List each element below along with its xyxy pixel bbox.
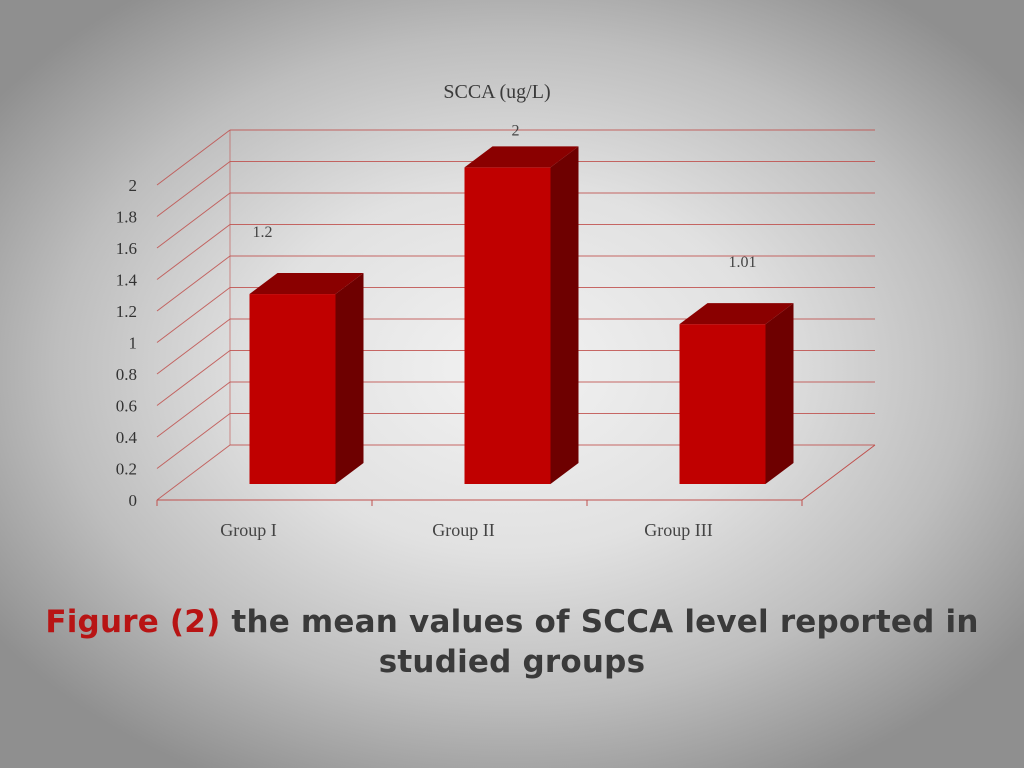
- data-label: 1.01: [729, 254, 757, 271]
- bar-side: [550, 146, 579, 485]
- data-label: 1.2: [253, 224, 273, 241]
- gridline-diagonal: [156, 287, 231, 343]
- y-axis-ticks: 0 0.2 0.4 0.6 0.8 1 1.2 1.4 1.6 1.8 2: [116, 176, 138, 510]
- y-tick-label: 0.6: [116, 397, 137, 416]
- bar: [464, 167, 551, 485]
- figure-reference: Figure (2): [45, 604, 221, 640]
- gridline-diagonal: [156, 224, 231, 280]
- y-tick-label: 0.8: [116, 365, 137, 384]
- chart-bars: [249, 146, 794, 485]
- data-labels: 1.2 2 1.01: [253, 122, 757, 271]
- gridline-diagonal: [156, 318, 231, 375]
- bar-top: [249, 273, 364, 295]
- chart-title: SCCA (ug/L): [443, 81, 550, 103]
- figure-caption: Figure (2) the mean values of SCCA level…: [40, 602, 984, 682]
- y-tick-label: 1.4: [116, 271, 138, 290]
- gridline-diagonal: [156, 255, 231, 312]
- gridline-diagonal: [156, 381, 231, 438]
- bar: [679, 324, 766, 484]
- bar-top: [464, 146, 579, 168]
- gridline-diagonal: [156, 129, 231, 186]
- gridline-diagonal: [156, 413, 231, 469]
- bar-side: [335, 273, 364, 484]
- gridline-diagonal: [156, 192, 231, 249]
- caption-text: the mean values of SCCA level reported i…: [220, 604, 979, 680]
- y-tick-label: 1.2: [116, 302, 137, 321]
- data-label: 2: [512, 122, 520, 139]
- y-tick-label: 1.8: [116, 208, 137, 227]
- bar-top: [679, 303, 794, 325]
- gridline-diagonal: [156, 350, 231, 406]
- gridline-diagonal: [156, 161, 231, 217]
- y-tick-label: 0: [129, 491, 138, 510]
- y-tick-label: 1: [129, 334, 138, 353]
- x-category-label: Group III: [644, 520, 712, 540]
- y-tick-label: 0.4: [116, 428, 138, 447]
- y-tick-label: 1.6: [116, 239, 137, 258]
- gridline-diagonal: [156, 444, 231, 501]
- x-axis-categories: Group I Group II Group III: [220, 520, 712, 540]
- bar-chart: 0 0.2 0.4 0.6 0.8 1 1.2 1.4 1.6 1.8 2 1.2 2 1.01 Gro…: [116, 81, 876, 540]
- y-tick-label: 0.2: [116, 460, 137, 479]
- bar: [249, 294, 336, 484]
- y-tick-label: 2: [129, 176, 138, 195]
- x-category-label: Group I: [220, 520, 277, 540]
- floor-right-edge: [801, 444, 876, 501]
- x-category-label: Group II: [432, 520, 494, 540]
- bar-side: [765, 303, 794, 484]
